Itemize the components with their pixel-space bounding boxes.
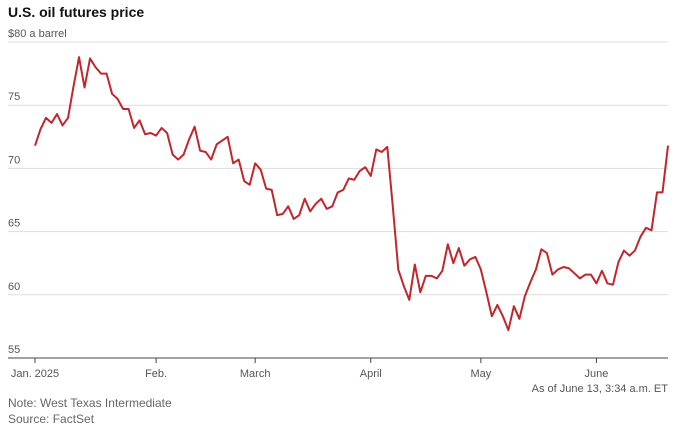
y-tick-label: $80 a barrel — [8, 28, 67, 40]
chart-title: U.S. oil futures price — [8, 4, 144, 20]
price-line — [34, 56, 669, 332]
y-tick-label: 65 — [8, 218, 20, 230]
y-tick-label: 55 — [8, 344, 20, 356]
annotation: As of June 13, 3:34 a.m. ET — [532, 383, 669, 395]
x-tick-label: Jan. 2025 — [11, 368, 59, 380]
x-tick-label: May — [470, 368, 491, 380]
x-tick-label: March — [240, 368, 271, 380]
source: Source: FactSet — [8, 412, 95, 426]
x-tick-label: June — [585, 368, 609, 380]
y-tick-label: 75 — [8, 91, 20, 103]
x-tick-label: April — [360, 368, 382, 380]
y-tick-label: 60 — [8, 281, 20, 293]
note: Note: West Texas Intermediate — [8, 396, 172, 410]
y-tick-label: 70 — [8, 154, 20, 166]
x-tick-label: Feb. — [145, 368, 167, 380]
